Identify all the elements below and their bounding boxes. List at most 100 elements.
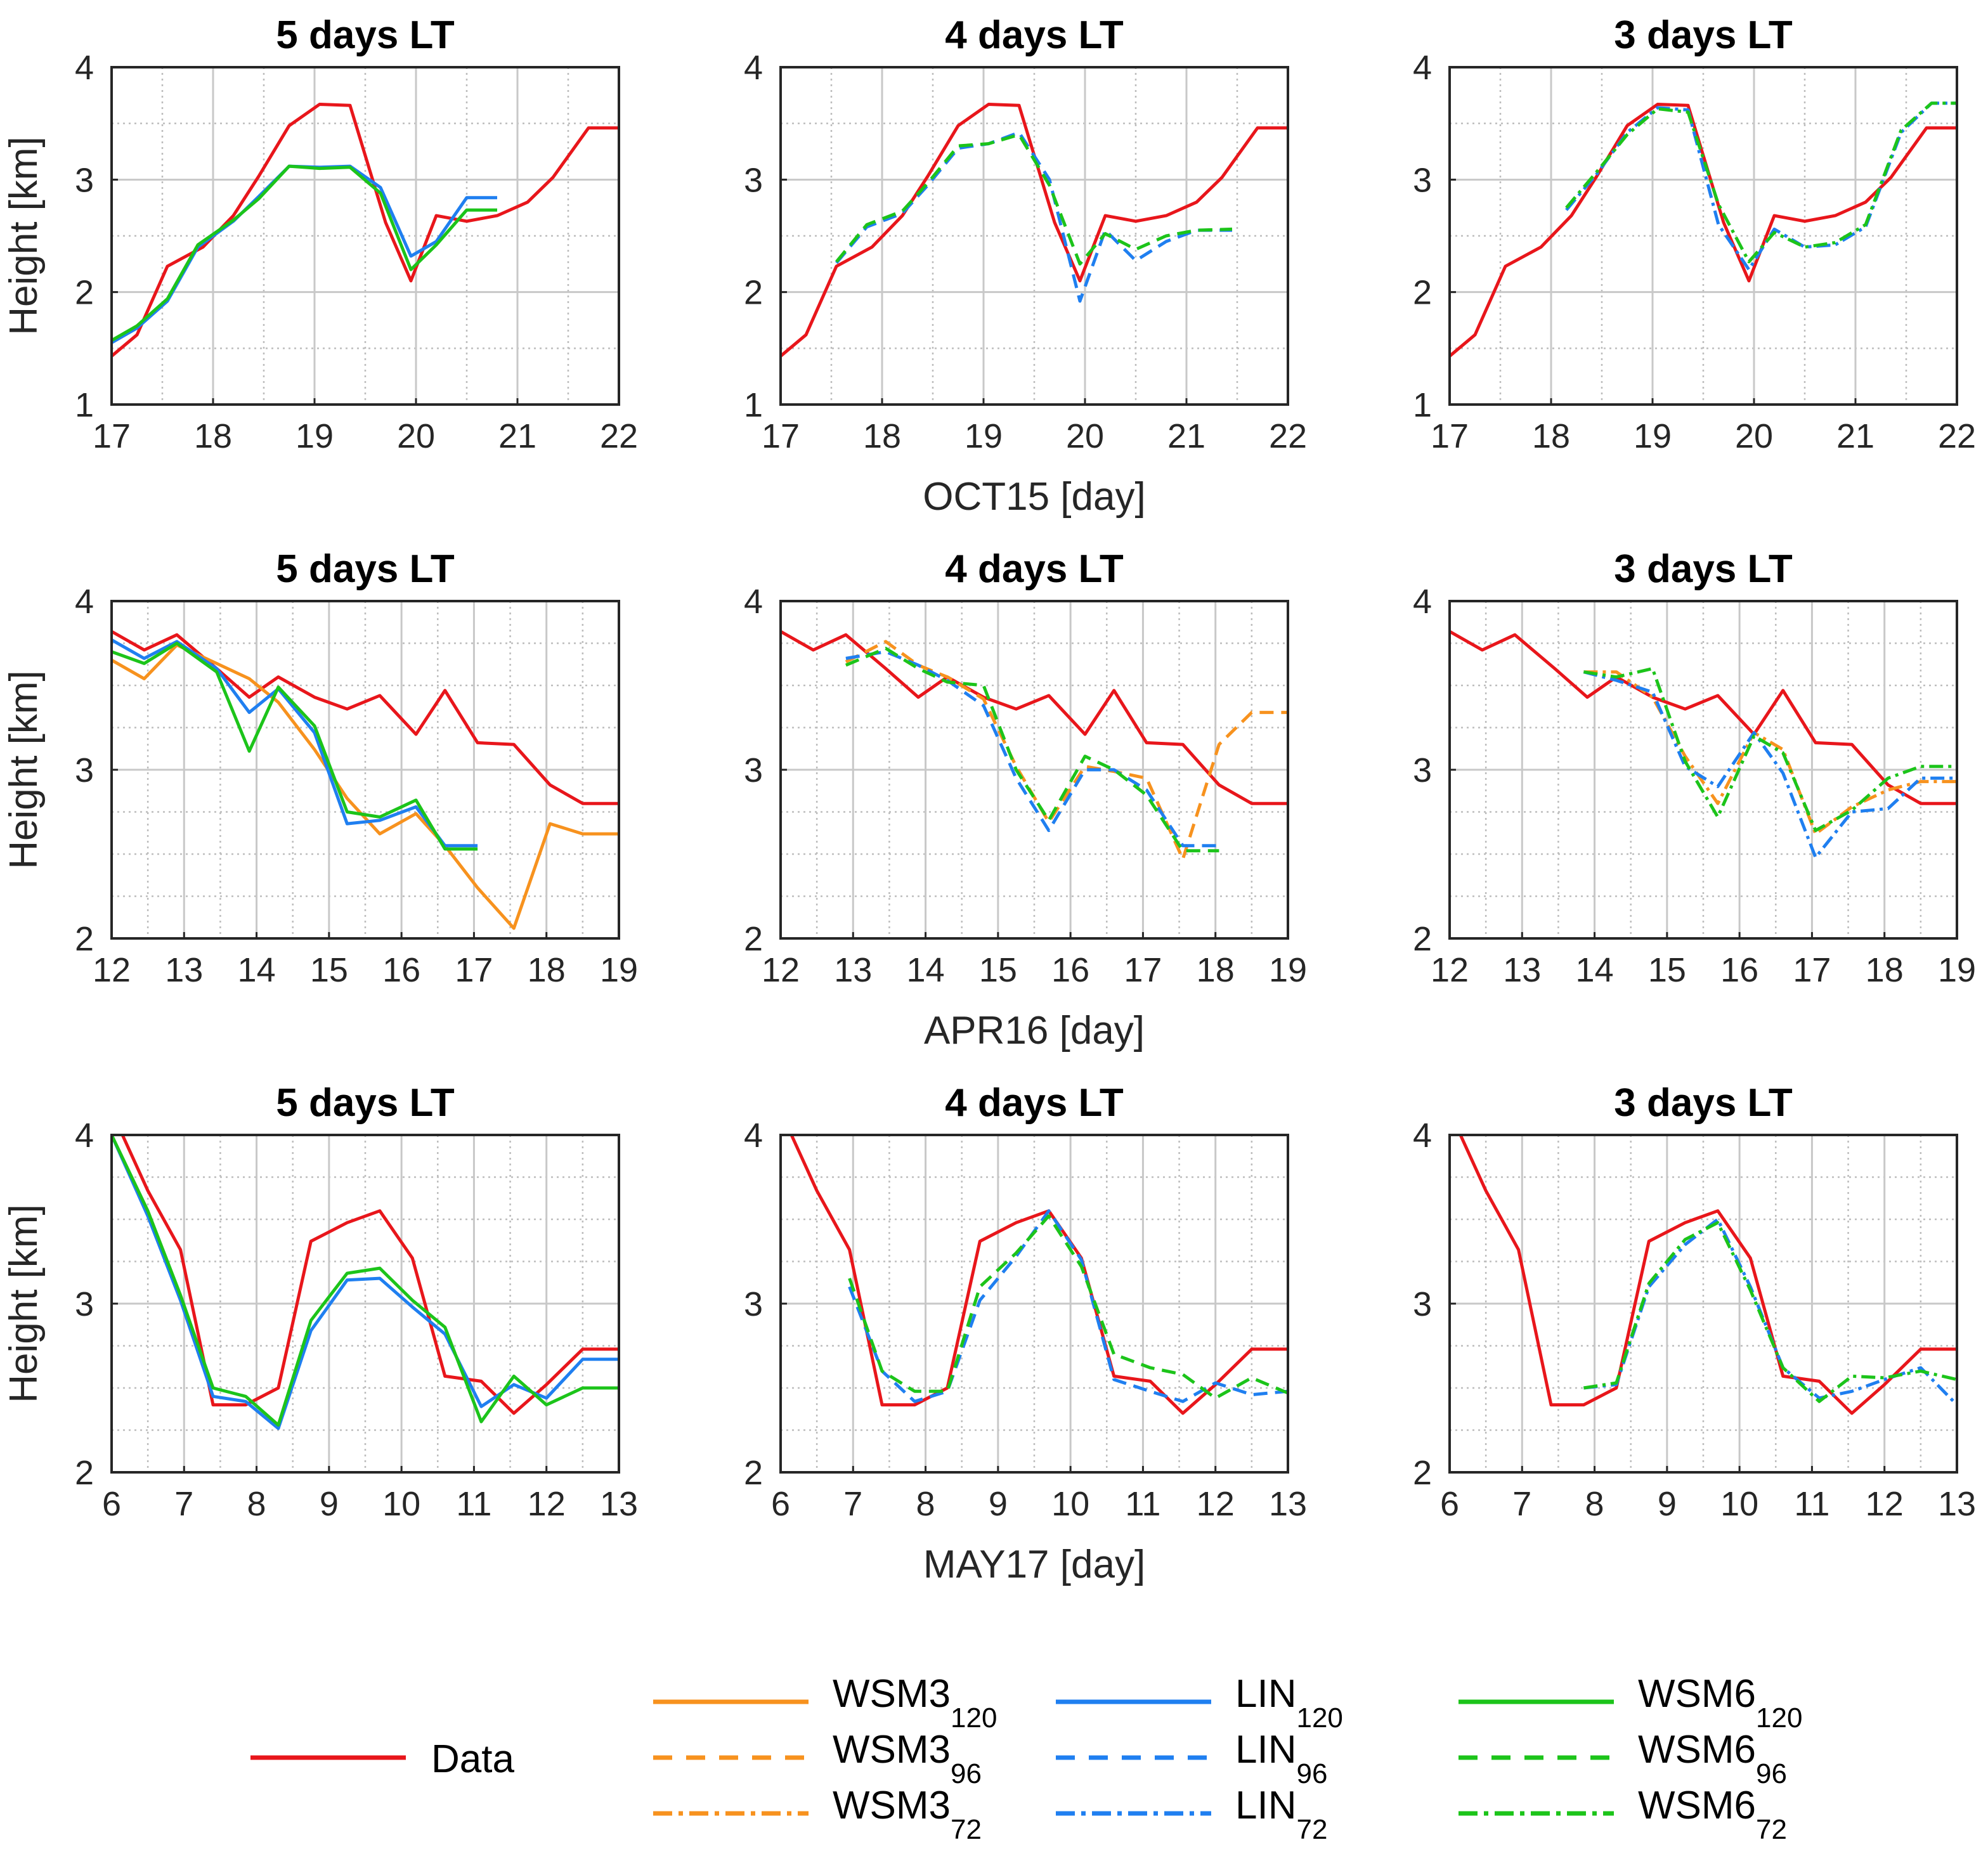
x-tick-label: 9	[1658, 1485, 1677, 1523]
chart-panel-2: 17 18 19 20 21 22 1 2 3 4 4 days LT OCT15 [day]	[744, 13, 1307, 519]
chart-panel-1: 17 18 19 20 21 22 1 2 3 4 5 days LT Height [km]	[2, 13, 638, 455]
series-group	[781, 103, 1288, 358]
x-tick-label: 13	[834, 951, 872, 989]
y-tick-label: 1	[1413, 386, 1432, 424]
legend-item-wsm396: WSM396	[653, 1728, 982, 1789]
y-tick-label: 3	[744, 751, 763, 789]
y-tick-label: 3	[75, 161, 94, 199]
x-tick-label: 17	[93, 417, 131, 455]
x-tick-label: 10	[1051, 1485, 1089, 1523]
series-group	[1450, 630, 1957, 859]
legend-label: WSM6120	[1638, 1672, 1802, 1734]
series-line-wsm672	[1583, 666, 1957, 833]
x-tick-label: 14	[907, 951, 945, 989]
x-tick-label: 6	[102, 1485, 121, 1523]
series-line-lin72	[1583, 1217, 1957, 1406]
series-line-data	[789, 1135, 1288, 1415]
x-tick-label: 20	[397, 417, 435, 455]
legend-item-wsm6120: WSM6120	[1459, 1672, 1802, 1734]
x-tick-label: 17	[1793, 951, 1831, 989]
series-group	[1459, 1135, 1957, 1415]
chart-panel-9: 6 7 8 9 10 11 12 13 2 3 4 3 days LT	[1413, 1081, 1976, 1523]
legend-item-wsm696: WSM696	[1459, 1728, 1787, 1789]
legend-item-wsm372: WSM372	[653, 1784, 982, 1845]
series-line-data	[112, 630, 619, 805]
series-line-wsm672	[1583, 1221, 1957, 1403]
y-tick-label: 4	[75, 49, 94, 87]
legend-item-lin72: LIN72	[1056, 1784, 1327, 1845]
legend-label: WSM696	[1638, 1728, 1787, 1789]
y-tick-label: 2	[744, 920, 763, 958]
series-line-wsm696	[845, 647, 1219, 853]
series-line-wsm6120	[112, 1135, 619, 1427]
chart-panel-8: 6 7 8 9 10 11 12 13 2 3 4 4 days LT MAY17 [day]	[744, 1081, 1307, 1586]
legend-item-lin96: LIN96	[1056, 1728, 1327, 1789]
x-tick-label: 13	[1503, 951, 1541, 989]
x-tick-label: 13	[165, 951, 203, 989]
x-tick-label: 12	[93, 951, 131, 989]
chart-panel-5: 12 13 14 15 16 17 18 19 2 3 4 4 days LT APR16 [day]	[744, 547, 1307, 1053]
series-line-lin120	[112, 164, 497, 344]
legend-item-data: Data	[250, 1737, 514, 1781]
legend-label: LIN96	[1235, 1728, 1327, 1789]
series-line-wsm6120	[112, 164, 497, 342]
series-line-lin96	[848, 1209, 1288, 1403]
y-tick-label: 4	[75, 1117, 94, 1155]
series-group	[1450, 101, 1957, 358]
y-tick-label: 3	[1413, 1285, 1432, 1323]
y-tick-label: 4	[744, 583, 763, 621]
x-tick-label: 22	[1269, 417, 1307, 455]
x-tick-label: 21	[1167, 417, 1205, 455]
chart-panel-3: 17 18 19 20 21 22 1 2 3 4 3 days LT	[1413, 13, 1976, 455]
x-tick-label: 12	[528, 1485, 566, 1523]
y-tick-label: 1	[75, 386, 94, 424]
series-line-wsm672	[1565, 101, 1957, 264]
series-line-wsm696	[835, 133, 1233, 266]
x-tick-label: 19	[1634, 417, 1672, 455]
x-tick-label: 22	[600, 417, 638, 455]
axes-frame	[110, 66, 620, 406]
y-axis-label: Height [km]	[2, 670, 46, 869]
chart-title: 4 days LT	[945, 1081, 1124, 1125]
x-tick-label: 19	[1269, 951, 1307, 989]
series-line-data	[1459, 1135, 1957, 1415]
x-tick-label: 19	[1938, 951, 1976, 989]
x-tick-label: 19	[296, 417, 334, 455]
series-line-lin96	[845, 650, 1219, 848]
x-tick-label: 18	[194, 417, 232, 455]
legend-label: LIN120	[1235, 1672, 1343, 1734]
x-tick-label: 15	[1648, 951, 1686, 989]
x-tick-label: 15	[979, 951, 1017, 989]
legend-label: WSM396	[833, 1728, 982, 1789]
legend-label: WSM3120	[833, 1672, 997, 1734]
x-tick-label: 8	[247, 1485, 266, 1523]
x-axis-label: APR16 [day]	[924, 1009, 1145, 1053]
series-line-data	[1450, 630, 1957, 805]
x-tick-label: 7	[1512, 1485, 1531, 1523]
x-tick-label: 6	[1440, 1485, 1459, 1523]
y-tick-label: 3	[744, 161, 763, 199]
y-tick-label: 2	[75, 274, 94, 312]
x-tick-label: 10	[1720, 1485, 1758, 1523]
series-group	[789, 1135, 1288, 1415]
x-tick-label: 10	[382, 1485, 420, 1523]
x-tick-label: 11	[1794, 1485, 1829, 1523]
y-axis-label: Height [km]	[2, 136, 46, 335]
x-tick-label: 18	[1866, 951, 1904, 989]
x-tick-label: 9	[320, 1485, 339, 1523]
x-tick-label: 17	[762, 417, 800, 455]
chart-title: 4 days LT	[945, 547, 1124, 591]
x-tick-label: 12	[1431, 951, 1469, 989]
chart-title: 3 days LT	[1614, 13, 1793, 57]
chart-title: 3 days LT	[1614, 547, 1793, 591]
x-tick-label: 18	[863, 417, 901, 455]
x-tick-label: 18	[528, 951, 566, 989]
series-line-lin72	[1583, 670, 1957, 859]
y-tick-label: 2	[75, 920, 94, 958]
y-tick-label: 4	[1413, 583, 1432, 621]
chart-panel-6: 12 13 14 15 16 17 18 19 2 3 4 3 days LT	[1413, 547, 1976, 989]
series-line-wsm6120	[112, 642, 478, 851]
x-tick-label: 18	[1532, 417, 1570, 455]
